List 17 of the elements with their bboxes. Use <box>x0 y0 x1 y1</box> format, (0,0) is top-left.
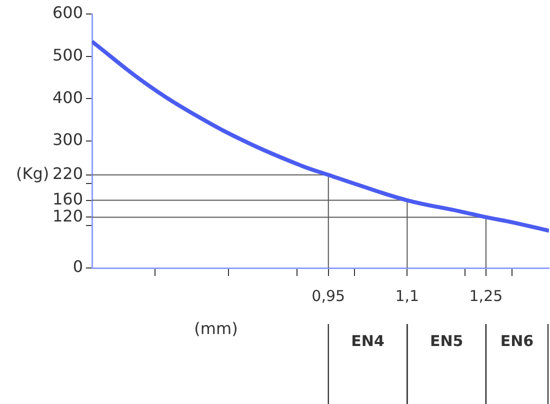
y-tick-label: 120 <box>52 206 83 226</box>
x-tick-label: 0,95 <box>312 286 346 305</box>
y-tick-label: 0 <box>72 257 83 276</box>
y-tick-label: 500 <box>52 45 83 64</box>
x-tick-label: 1,25 <box>469 286 503 305</box>
y-tick-label: 300 <box>52 130 83 150</box>
y-tick-label: 220 <box>52 164 83 184</box>
line-series <box>92 40 549 233</box>
y-tick-label: 600 <box>52 3 83 22</box>
y-tick-label: 400 <box>52 88 83 107</box>
x-tick-label: 1,1 <box>395 286 420 305</box>
y-tick-label: 160 <box>52 189 83 208</box>
text: EN6 <box>500 332 534 350</box>
text: EN5 <box>430 332 464 350</box>
x-axis-title: (mm) <box>194 319 238 338</box>
text: EN4 <box>351 332 384 350</box>
y-axis-title: (Kg) <box>16 164 50 184</box>
